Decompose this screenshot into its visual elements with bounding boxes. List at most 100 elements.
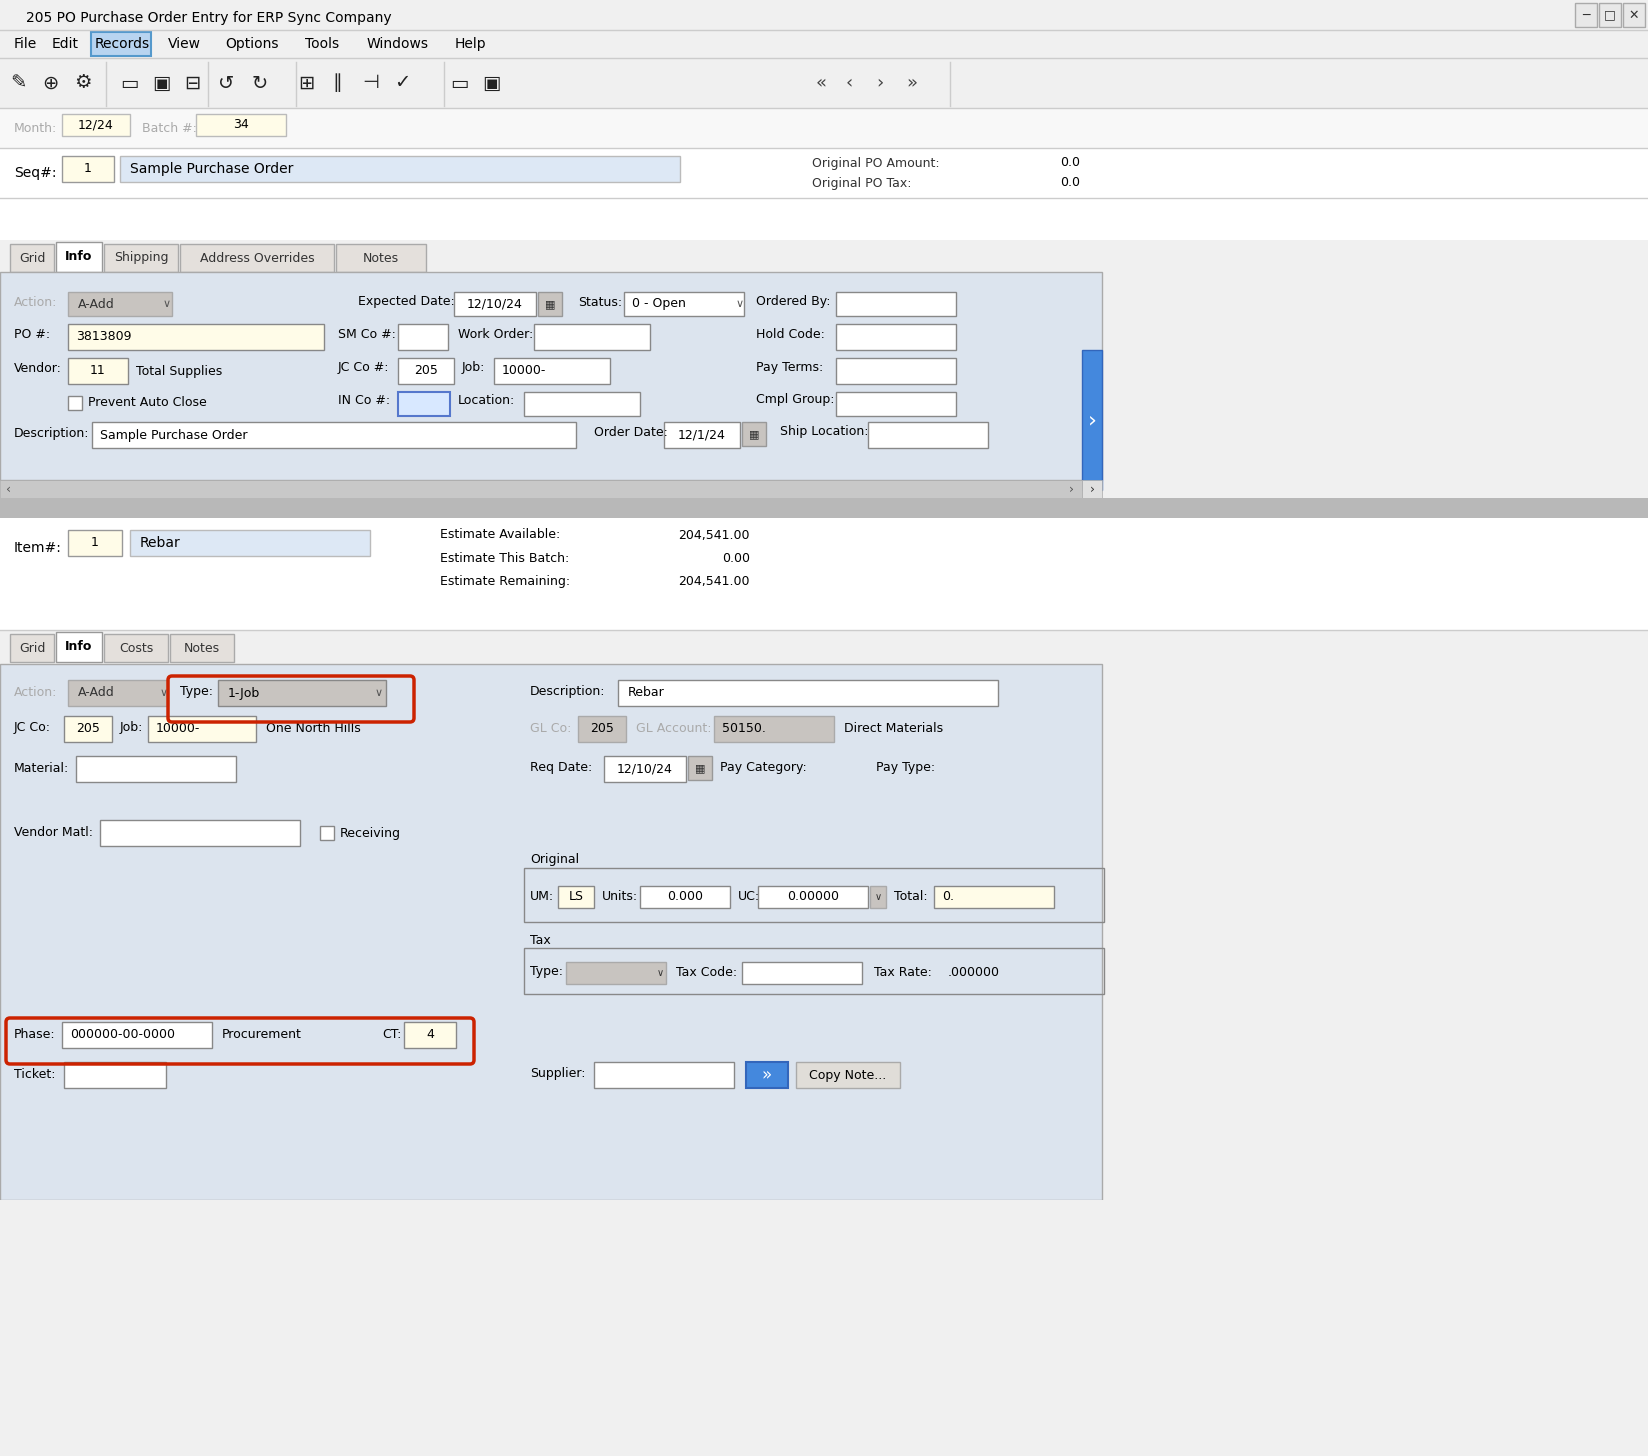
FancyBboxPatch shape: [68, 358, 129, 384]
Text: ∥: ∥: [331, 73, 341, 93]
FancyBboxPatch shape: [0, 0, 1648, 31]
Text: Sample Purchase Order: Sample Purchase Order: [130, 162, 293, 176]
Text: 12/10/24: 12/10/24: [616, 763, 672, 776]
FancyBboxPatch shape: [148, 716, 255, 743]
Text: UM:: UM:: [531, 890, 554, 903]
Text: ∨: ∨: [656, 968, 664, 978]
Text: 204,541.00: 204,541.00: [679, 575, 750, 588]
Text: Cmpl Group:: Cmpl Group:: [756, 393, 834, 406]
FancyBboxPatch shape: [68, 680, 168, 706]
FancyBboxPatch shape: [180, 245, 335, 272]
FancyBboxPatch shape: [399, 392, 450, 416]
Text: ✎: ✎: [10, 73, 26, 93]
Text: Info: Info: [66, 641, 92, 654]
Text: UC:: UC:: [738, 890, 760, 903]
Text: Tax Code:: Tax Code:: [676, 965, 737, 978]
Text: Info: Info: [66, 250, 92, 264]
FancyBboxPatch shape: [559, 887, 593, 909]
FancyBboxPatch shape: [91, 32, 152, 55]
Text: ⊣: ⊣: [363, 73, 379, 93]
Text: A-Add: A-Add: [77, 297, 115, 310]
Text: 3813809: 3813809: [76, 331, 132, 344]
Text: ⚙: ⚙: [74, 73, 92, 93]
Text: Options: Options: [226, 36, 279, 51]
Text: Receiving: Receiving: [339, 827, 400, 840]
FancyBboxPatch shape: [934, 887, 1055, 909]
Text: Type:: Type:: [180, 686, 213, 699]
Text: JC Co #:: JC Co #:: [338, 361, 389, 374]
Text: Pay Category:: Pay Category:: [720, 761, 808, 775]
Text: Pay Type:: Pay Type:: [877, 761, 934, 775]
FancyBboxPatch shape: [1575, 3, 1597, 28]
Text: 12/24: 12/24: [77, 118, 114, 131]
Text: Pay Terms:: Pay Terms:: [756, 361, 824, 374]
FancyBboxPatch shape: [320, 826, 335, 840]
Text: 205: 205: [590, 722, 615, 735]
FancyBboxPatch shape: [399, 358, 453, 384]
FancyBboxPatch shape: [747, 1061, 788, 1088]
Text: One North Hills: One North Hills: [265, 722, 361, 735]
Text: Ordered By:: Ordered By:: [756, 296, 831, 309]
Text: Supplier:: Supplier:: [531, 1067, 585, 1080]
Text: ‹: ‹: [7, 482, 12, 495]
Text: Help: Help: [455, 36, 486, 51]
FancyBboxPatch shape: [10, 633, 54, 662]
Text: Item#:: Item#:: [13, 542, 63, 555]
FancyBboxPatch shape: [104, 633, 168, 662]
Text: 34: 34: [232, 118, 249, 131]
FancyBboxPatch shape: [453, 293, 536, 316]
Text: ↺: ↺: [218, 73, 234, 93]
Text: Seq#:: Seq#:: [13, 166, 56, 181]
Text: Action:: Action:: [13, 686, 58, 699]
Text: ∨: ∨: [160, 689, 168, 697]
Text: 1: 1: [91, 536, 99, 549]
FancyBboxPatch shape: [836, 358, 956, 384]
Text: ✕: ✕: [1628, 9, 1640, 22]
FancyBboxPatch shape: [870, 887, 887, 909]
FancyBboxPatch shape: [64, 716, 112, 743]
Text: ↻: ↻: [252, 73, 269, 93]
FancyBboxPatch shape: [68, 530, 122, 556]
Text: Vendor:: Vendor:: [13, 361, 63, 374]
Text: Windows: Windows: [368, 36, 428, 51]
FancyBboxPatch shape: [130, 530, 371, 556]
Text: File: File: [13, 36, 38, 51]
Text: Estimate Remaining:: Estimate Remaining:: [440, 575, 570, 588]
Text: Original PO Tax:: Original PO Tax:: [812, 176, 911, 189]
FancyBboxPatch shape: [664, 422, 740, 448]
FancyBboxPatch shape: [0, 664, 1103, 1200]
FancyBboxPatch shape: [758, 887, 868, 909]
Text: Rebar: Rebar: [628, 686, 664, 699]
FancyBboxPatch shape: [336, 245, 425, 272]
Text: SM Co #:: SM Co #:: [338, 328, 396, 341]
Text: 0.00: 0.00: [722, 552, 750, 565]
FancyBboxPatch shape: [120, 156, 681, 182]
Text: 1-Job: 1-Job: [227, 686, 260, 699]
Text: Estimate Available:: Estimate Available:: [440, 529, 560, 542]
FancyBboxPatch shape: [101, 820, 300, 846]
FancyBboxPatch shape: [524, 392, 639, 416]
Text: 11: 11: [91, 364, 105, 377]
Text: Notes: Notes: [363, 252, 399, 265]
Text: Grid: Grid: [18, 252, 44, 265]
Text: Ticket:: Ticket:: [13, 1067, 56, 1080]
FancyBboxPatch shape: [196, 114, 287, 135]
Text: ─: ─: [1582, 9, 1590, 22]
FancyBboxPatch shape: [404, 1022, 456, 1048]
FancyBboxPatch shape: [0, 518, 1648, 630]
Text: Tax Rate:: Tax Rate:: [873, 965, 931, 978]
Text: »: »: [906, 74, 918, 92]
Text: Description:: Description:: [531, 686, 605, 699]
FancyBboxPatch shape: [868, 422, 989, 448]
FancyBboxPatch shape: [742, 422, 766, 446]
FancyBboxPatch shape: [534, 325, 649, 349]
Text: 10000-: 10000-: [157, 722, 201, 735]
Text: 0.00000: 0.00000: [788, 891, 839, 904]
Text: 204,541.00: 204,541.00: [679, 529, 750, 542]
Text: 0 - Open: 0 - Open: [631, 297, 686, 310]
Text: Ship Location:: Ship Location:: [780, 425, 868, 438]
Text: ▦: ▦: [695, 763, 705, 773]
Text: Prevent Auto Close: Prevent Auto Close: [87, 396, 206, 409]
FancyBboxPatch shape: [0, 108, 1648, 149]
Text: Batch #:: Batch #:: [142, 121, 196, 134]
